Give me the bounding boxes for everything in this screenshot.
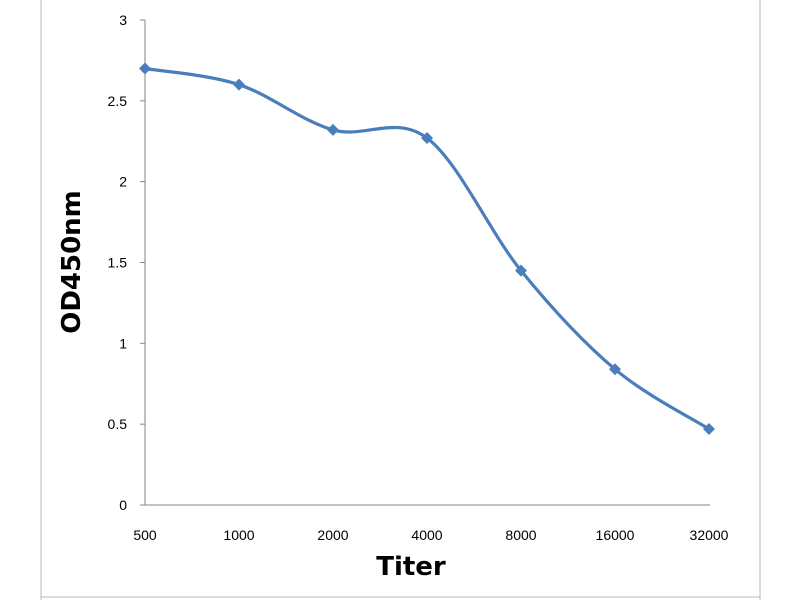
x-tick-label: 500 bbox=[133, 527, 157, 543]
y-tick-label: 0.5 bbox=[108, 416, 128, 432]
series-line bbox=[143, 66, 711, 431]
x-tick-label: 32000 bbox=[690, 527, 729, 543]
x-tick-label: 8000 bbox=[505, 527, 536, 543]
data-point-marker bbox=[139, 62, 151, 75]
x-axis-ticks: 500 1000 2000 4000 8000 16000 32000 bbox=[133, 527, 728, 543]
y-tick-label: 1.5 bbox=[108, 255, 128, 271]
x-tick-label: 2000 bbox=[317, 527, 348, 543]
x-axis-title: Titer bbox=[376, 552, 446, 582]
y-tick-label: 2 bbox=[119, 174, 127, 190]
data-point-marker bbox=[515, 264, 527, 277]
series-markers bbox=[139, 62, 715, 436]
data-point-marker bbox=[233, 78, 245, 91]
y-axis-title: OD450nm bbox=[57, 190, 87, 334]
y-tick-label: 3 bbox=[119, 12, 127, 28]
x-tick-label: 16000 bbox=[596, 527, 635, 543]
data-point-marker bbox=[703, 423, 715, 436]
chart-frame bbox=[40, 0, 761, 600]
y-tick-label: 2.5 bbox=[108, 93, 128, 109]
y-tick-label: 0 bbox=[119, 497, 127, 513]
data-point-marker bbox=[421, 132, 433, 145]
data-point-marker bbox=[327, 123, 339, 136]
data-point-marker bbox=[609, 363, 621, 376]
y-tick-label: 1 bbox=[119, 335, 127, 351]
y-axis-ticks: 0 0.5 1 1.5 2 2.5 3 bbox=[108, 12, 145, 513]
x-tick-label: 1000 bbox=[223, 527, 254, 543]
x-tick-label: 4000 bbox=[411, 527, 442, 543]
